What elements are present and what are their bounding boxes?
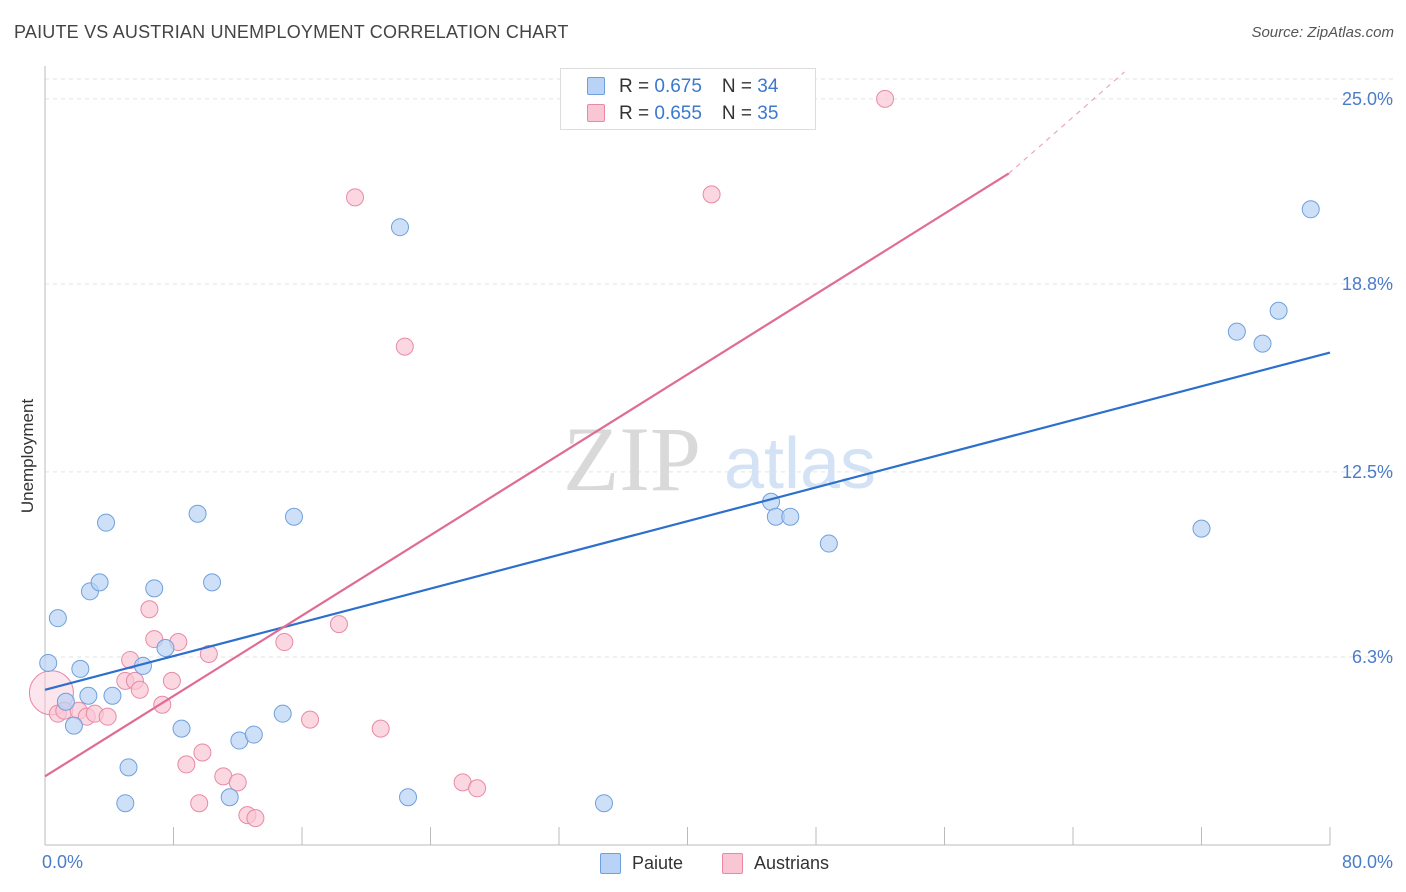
austrians-point bbox=[346, 188, 365, 207]
austrians-trend-line bbox=[44, 172, 1010, 778]
paiute-point bbox=[39, 653, 58, 672]
legend-label-austrians: Austrians bbox=[754, 853, 830, 873]
paiute-point bbox=[1269, 301, 1288, 320]
paiute-point bbox=[116, 794, 135, 813]
paiute-point bbox=[399, 788, 418, 807]
trend-lines bbox=[44, 71, 1331, 778]
y-tick-label: 25.0% bbox=[1342, 89, 1393, 109]
austrians-point bbox=[199, 644, 218, 663]
paiute-point bbox=[273, 704, 292, 723]
y-tick-label: 6.3% bbox=[1352, 647, 1393, 667]
paiute-point bbox=[594, 794, 613, 813]
austrians-point bbox=[275, 633, 294, 652]
austrians-point bbox=[140, 600, 159, 619]
paiute-point bbox=[1192, 519, 1211, 538]
paiute-point bbox=[145, 579, 164, 598]
paiute-swatch bbox=[600, 853, 621, 874]
paiute-point bbox=[103, 686, 122, 705]
austrians-point bbox=[130, 680, 149, 699]
legend-n-value: 35 bbox=[757, 103, 779, 124]
grid-layer bbox=[45, 78, 1395, 658]
austrians-point bbox=[468, 779, 487, 798]
paiute-point bbox=[172, 719, 191, 738]
paiute-point bbox=[79, 686, 98, 705]
legend-r-label: R = bbox=[619, 76, 655, 97]
y-tick-labels: 6.3% 12.5% 18.8% 25.0% bbox=[1342, 89, 1393, 667]
paiute-point bbox=[119, 758, 138, 777]
axis-layer bbox=[44, 66, 1331, 846]
austrians-swatch bbox=[722, 853, 743, 874]
paiute-point bbox=[56, 692, 75, 711]
austrians-point bbox=[246, 809, 265, 828]
paiute-point bbox=[64, 716, 83, 735]
paiute-points bbox=[39, 200, 1320, 813]
legend-n-label: N = bbox=[721, 103, 758, 124]
paiute-point bbox=[781, 507, 800, 526]
austrians-point bbox=[162, 671, 181, 690]
austrians-point bbox=[329, 615, 348, 634]
paiute-point bbox=[203, 573, 222, 592]
austrians-point bbox=[177, 755, 196, 774]
austrians-swatch bbox=[587, 104, 605, 122]
austrians-point bbox=[193, 743, 212, 762]
paiute-trend-line bbox=[44, 351, 1331, 691]
paiute-point bbox=[1301, 200, 1320, 219]
chart-title: PAIUTE VS AUSTRIAN UNEMPLOYMENT CORRELAT… bbox=[14, 22, 569, 42]
austrians-points bbox=[28, 89, 895, 828]
paiute-point bbox=[390, 218, 409, 237]
paiute-point bbox=[1253, 334, 1272, 353]
y-tick-label: 18.8% bbox=[1342, 274, 1393, 294]
paiute-point bbox=[156, 639, 175, 658]
austrians-point bbox=[301, 710, 320, 729]
paiute-point bbox=[220, 788, 239, 807]
austrians-point bbox=[702, 185, 721, 204]
austrians-point bbox=[371, 719, 390, 738]
correlation-legend: R = 0.675 N = 34 R = 0.655 N = 35 bbox=[560, 68, 816, 130]
paiute-point bbox=[188, 504, 207, 523]
y-tick-label: 12.5% bbox=[1342, 462, 1393, 482]
legend-n-label: N = bbox=[721, 76, 758, 97]
watermark: ZIP atlas bbox=[563, 408, 876, 510]
austrians-point bbox=[876, 89, 895, 108]
legend-r-label: R = bbox=[619, 103, 655, 124]
paiute-point bbox=[71, 659, 90, 678]
paiute-point bbox=[244, 725, 263, 744]
legend-label-paiute: Paiute bbox=[632, 853, 684, 873]
austrians-point bbox=[395, 337, 414, 356]
source-label: Source: ZipAtlas.com bbox=[1251, 24, 1394, 41]
x-tick-label-min: 0.0% bbox=[42, 852, 84, 872]
x-tick-label-max: 80.0% bbox=[1341, 852, 1393, 872]
watermark-zip: ZIP bbox=[563, 408, 701, 510]
legend-r-value: 0.655 bbox=[654, 103, 702, 124]
paiute-point bbox=[284, 507, 303, 526]
austrians-point bbox=[98, 707, 117, 726]
paiute-swatch bbox=[587, 77, 605, 95]
austrians-trend-extension bbox=[1008, 71, 1125, 174]
austrians-point bbox=[228, 773, 247, 792]
legend-n-value: 34 bbox=[757, 76, 779, 97]
paiute-point bbox=[819, 534, 838, 553]
austrians-point bbox=[190, 794, 209, 813]
paiute-point bbox=[48, 609, 67, 628]
paiute-point bbox=[97, 513, 116, 532]
paiute-point bbox=[90, 573, 109, 592]
paiute-point bbox=[1227, 322, 1246, 341]
legend-r-value: 0.675 bbox=[654, 76, 702, 97]
